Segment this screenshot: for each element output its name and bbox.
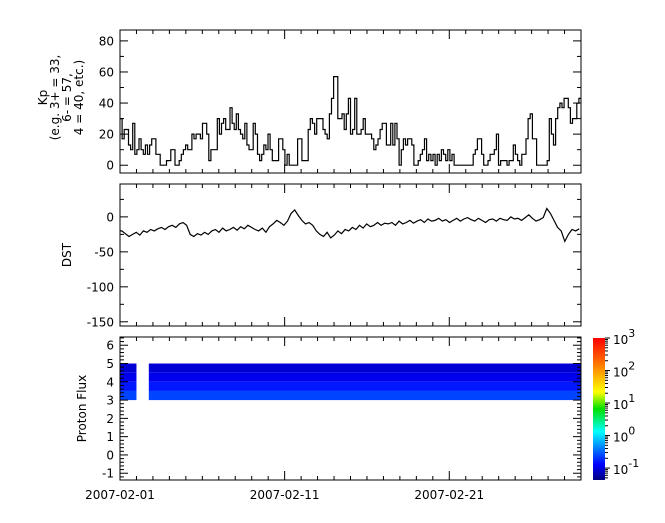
y-axis-title: DST (60, 242, 74, 267)
y-tick-label: -1 (102, 467, 114, 481)
y-tick-label: 4 (106, 375, 114, 389)
y-axis-title-line: Kp (36, 90, 50, 106)
colorbar-tick-label: 103 (613, 327, 635, 347)
kp-series-line (120, 76, 581, 166)
plot-frame (119, 336, 582, 481)
spectrogram-cell (120, 363, 137, 373)
x-tick-label: 2007-02-01 (85, 488, 155, 502)
y-tick-label: 40 (99, 97, 114, 111)
spectrogram-cell (148, 363, 581, 373)
y-tick-label: 20 (99, 128, 114, 142)
y-axis-title: Proton Flux (75, 375, 89, 442)
spectrogram-cell (120, 390, 137, 401)
y-tick-label: 80 (99, 34, 114, 48)
y-tick-label: 5 (106, 357, 114, 371)
panel-1: 0 20 40 60 80 Kp(e.g. 3+ = 33,6- = 57,4 = 40,… (36, 29, 582, 174)
y-tick-label: 2 (106, 412, 114, 426)
y-tick-label: -50 (94, 245, 114, 259)
colorbar-tick-label: 100 (613, 425, 635, 445)
dst-series-line (120, 207, 580, 243)
colorbar-tick-label: 101 (613, 392, 635, 412)
y-tick-label: 60 (99, 65, 114, 79)
colorbar-tick-label: 10-1 (613, 457, 639, 477)
x-tick-label: 2007-02-21 (414, 488, 484, 502)
spectrogram-cell (120, 372, 137, 382)
y-tick-label: 1 (106, 430, 114, 444)
y-tick-label: 0 (106, 210, 114, 224)
spectrogram-cell (148, 372, 581, 382)
spectrogram-cell (120, 381, 137, 391)
y-tick-label: 3 (106, 394, 114, 408)
y-axis-title-line: (e.g. 3+ = 33, (48, 55, 62, 141)
spectrogram-cell (148, 390, 581, 401)
y-tick-label: 0 (106, 159, 114, 173)
colorbar (593, 338, 605, 480)
y-tick-label: 6 (106, 339, 114, 353)
spectrogram-cell (148, 381, 581, 391)
colorbar-tick-label: 102 (613, 360, 635, 380)
y-tick-label: -100 (87, 280, 114, 294)
panel-3: 10-1 100 101 102 103 -1 0 1 2 3 4 5 6 Proton Flux (75, 327, 639, 481)
plot-frame (119, 183, 582, 327)
y-axis-title-line: 4 = 40, etc.) (72, 60, 86, 135)
y-tick-label: -150 (87, 315, 114, 329)
x-tick-label: 2007-02-11 (250, 488, 320, 502)
y-tick-label: 0 (106, 448, 114, 462)
y-axis-title-line: 6- = 57, (60, 73, 74, 122)
panel-2: 0 -50 -100 -150 DST (60, 183, 582, 329)
